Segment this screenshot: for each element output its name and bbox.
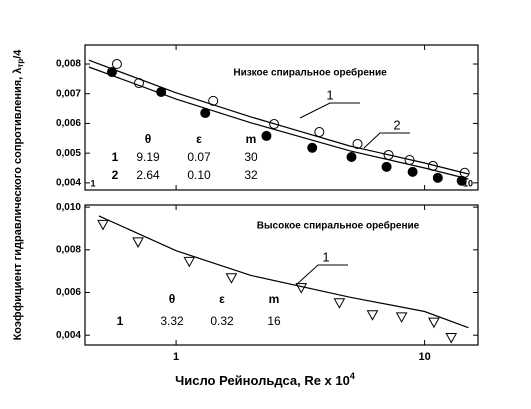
marker	[432, 172, 443, 183]
y-tick-label: 0,007	[56, 88, 81, 99]
table-cell: 2.64	[136, 168, 160, 182]
y-tick-label: 0,006	[56, 118, 81, 129]
plot-frame	[84, 44, 479, 191]
y-label-main: Коэффициент гидравлического сопротивлени…	[12, 68, 24, 341]
marker	[445, 333, 458, 344]
marker	[346, 152, 357, 163]
table-cell: 1	[117, 314, 124, 328]
table-header: θ	[169, 292, 176, 306]
y-tick-label: 0,005	[56, 148, 81, 159]
marker	[307, 142, 318, 153]
marker	[111, 59, 122, 70]
marker	[381, 161, 392, 172]
marker	[352, 138, 363, 149]
marker	[225, 273, 238, 284]
leader-line	[295, 264, 348, 286]
x-tick-label: 10	[418, 351, 430, 363]
plot-frame	[84, 204, 479, 346]
table-header: ε	[196, 132, 202, 146]
table-header: m	[246, 132, 257, 146]
table-cell: 0.10	[187, 168, 211, 182]
curve-label: 1	[326, 87, 333, 102]
table-cell: 16	[267, 314, 281, 328]
marker	[333, 298, 346, 309]
curve-label: 1	[322, 249, 329, 264]
table-cell: 30	[244, 150, 258, 164]
table-cell: 1	[112, 150, 119, 164]
x-axis-label: Число Рейнольдса, Re x 104	[175, 371, 355, 388]
table-cell: 2	[112, 168, 119, 182]
fit-line	[88, 66, 469, 180]
marker	[295, 283, 308, 294]
y-tick-label: 0,006	[56, 287, 81, 298]
table-cell: 9.19	[136, 150, 160, 164]
table-cell: 0.07	[187, 150, 211, 164]
table-header: ε	[219, 292, 225, 306]
fit-line	[88, 59, 469, 175]
curve-label: 2	[393, 117, 400, 132]
marker	[428, 317, 440, 329]
table-cell: 0.32	[210, 314, 234, 328]
marker	[183, 256, 196, 268]
y-tick-label: 0,008	[56, 244, 81, 255]
fit-line	[98, 215, 469, 329]
y-label-tail: /4	[12, 49, 24, 59]
x-tick-label: 10	[463, 178, 473, 188]
table-cell: 32	[244, 168, 258, 182]
y-axis-label: Коэффициент гидравлического сопротивлени…	[12, 49, 25, 341]
table-header: θ	[145, 132, 152, 146]
table-header: m	[269, 292, 280, 306]
marker	[261, 130, 272, 141]
marker	[314, 127, 325, 138]
y-tick-label: 0,004	[56, 178, 81, 189]
marker	[132, 237, 144, 248]
panel-title: Высокое спиральное оребрение	[257, 220, 420, 232]
y-label-sub: тр	[16, 59, 25, 68]
panel-title: Низкое спиральное оребрение	[233, 67, 387, 79]
marker	[456, 175, 467, 186]
x-tick-label: 1	[90, 178, 95, 188]
marker	[395, 312, 408, 323]
y-tick-label: 0,010	[56, 202, 81, 213]
marker	[366, 310, 379, 321]
leader-line	[299, 102, 360, 119]
table-cell: 3.32	[160, 314, 184, 328]
leader-line	[363, 132, 410, 149]
y-tick-label: 0,004	[56, 330, 81, 341]
marker	[97, 219, 109, 231]
x-label-main: Число Рейнольдса, Re x 10	[175, 373, 350, 388]
x-label-sup: 4	[350, 371, 355, 381]
x-tick-label: 1	[173, 351, 179, 363]
marker	[407, 166, 418, 177]
y-tick-label: 0,008	[56, 59, 81, 70]
